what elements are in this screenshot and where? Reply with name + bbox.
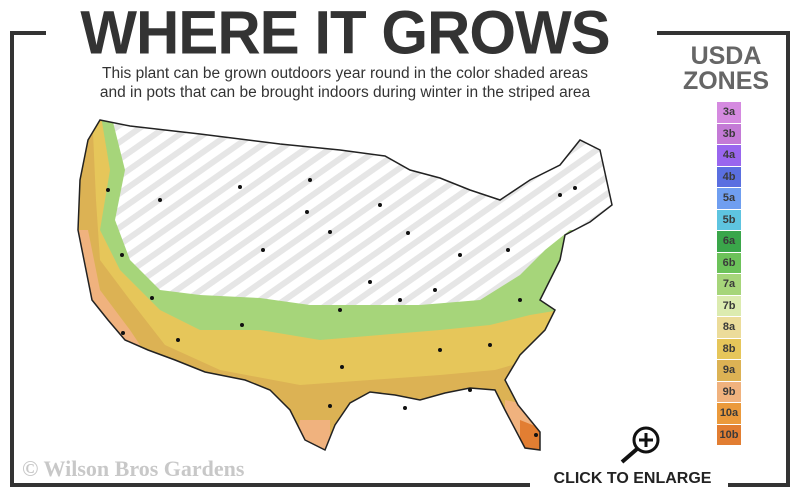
state-capital-dot — [406, 231, 410, 235]
zone-swatch-4b: 4b — [717, 166, 741, 188]
state-capital-dot — [238, 185, 242, 189]
state-capital-dot — [150, 296, 154, 300]
zone-swatch-8a: 8a — [717, 317, 741, 339]
state-capital-dot — [338, 308, 342, 312]
state-capital-dot — [340, 365, 344, 369]
zone-swatch-6a: 6a — [717, 231, 741, 253]
state-capital-dot — [240, 323, 244, 327]
state-capital-dot — [308, 178, 312, 182]
frame-left — [10, 31, 14, 487]
state-capital-dot — [506, 248, 510, 252]
state-capital-dot — [305, 210, 309, 214]
zone-10b-tip — [520, 420, 545, 450]
zone-10-band — [78, 230, 545, 450]
state-capital-dot — [328, 404, 332, 408]
state-capital-dot — [558, 193, 562, 197]
legend-title-line-2: ZONES — [682, 67, 770, 95]
state-capital-dot — [398, 298, 402, 302]
zone-swatch-3a: 3a — [717, 102, 741, 124]
page-title: WHERE IT GROWS — [80, 0, 610, 67]
state-capital-dot — [438, 348, 442, 352]
state-capital-dot — [518, 298, 522, 302]
us-zone-map[interactable] — [70, 110, 630, 470]
frame-top-left — [10, 31, 46, 35]
frame-top-right — [657, 31, 790, 35]
zone-swatch-7a: 7a — [717, 274, 741, 296]
page-subtitle: This plant can be grown outdoors year ro… — [60, 64, 630, 102]
zone-swatch-4a: 4a — [717, 145, 741, 167]
zone-swatch-10b: 10b — [717, 424, 741, 446]
zone-swatch-7b: 7b — [717, 295, 741, 317]
zone-legend: 3a 3b 4a 4b 5a 5b 6a 6b 7a 7b 8a 8b 9a 9b 10a 10b — [717, 102, 741, 446]
zone-swatch-6b: 6b — [717, 252, 741, 274]
zone-swatch-8b: 8b — [717, 338, 741, 360]
legend-title-line-1: USDA — [690, 42, 762, 70]
state-capital-dot — [106, 188, 110, 192]
state-capital-dot — [458, 253, 462, 257]
copyright-watermark: © Wilson Bros Gardens — [22, 456, 245, 481]
state-capital-dot — [176, 338, 180, 342]
state-capital-dot — [328, 230, 332, 234]
state-capital-dot — [573, 186, 577, 190]
state-capital-dot — [378, 203, 382, 207]
zone-swatch-9b: 9b — [717, 381, 741, 403]
state-capital-dot — [158, 198, 162, 202]
state-capital-dot — [261, 248, 265, 252]
subtitle-line-1: This plant can be grown outdoors year ro… — [102, 65, 588, 82]
legend-title: USDA ZONES — [668, 44, 784, 94]
zone-swatch-3b: 3b — [717, 123, 741, 145]
subtitle-line-2: and in pots that can be brought indoors … — [99, 84, 591, 101]
state-capital-dot — [468, 388, 472, 392]
zone-swatch-5a: 5a — [717, 188, 741, 210]
zone-swatch-5b: 5b — [717, 209, 741, 231]
state-capital-dot — [534, 433, 538, 437]
state-capital-dot — [120, 253, 124, 257]
state-capital-dot — [368, 280, 372, 284]
frame-bottom-left — [10, 483, 530, 487]
frame-right — [786, 31, 790, 487]
frame-bottom-right — [728, 483, 790, 487]
zone-swatch-9a: 9a — [717, 360, 741, 382]
state-capital-dot — [433, 288, 437, 292]
state-capital-dots — [106, 178, 577, 437]
state-capital-dot — [403, 406, 407, 410]
zone-swatch-10a: 10a — [717, 403, 741, 425]
click-to-enlarge-button[interactable]: CLICK TO ENLARGE — [553, 470, 712, 487]
zoom-in-magnifier-icon[interactable] — [618, 424, 664, 464]
state-capital-dot — [488, 343, 492, 347]
state-capital-dot — [121, 331, 125, 335]
